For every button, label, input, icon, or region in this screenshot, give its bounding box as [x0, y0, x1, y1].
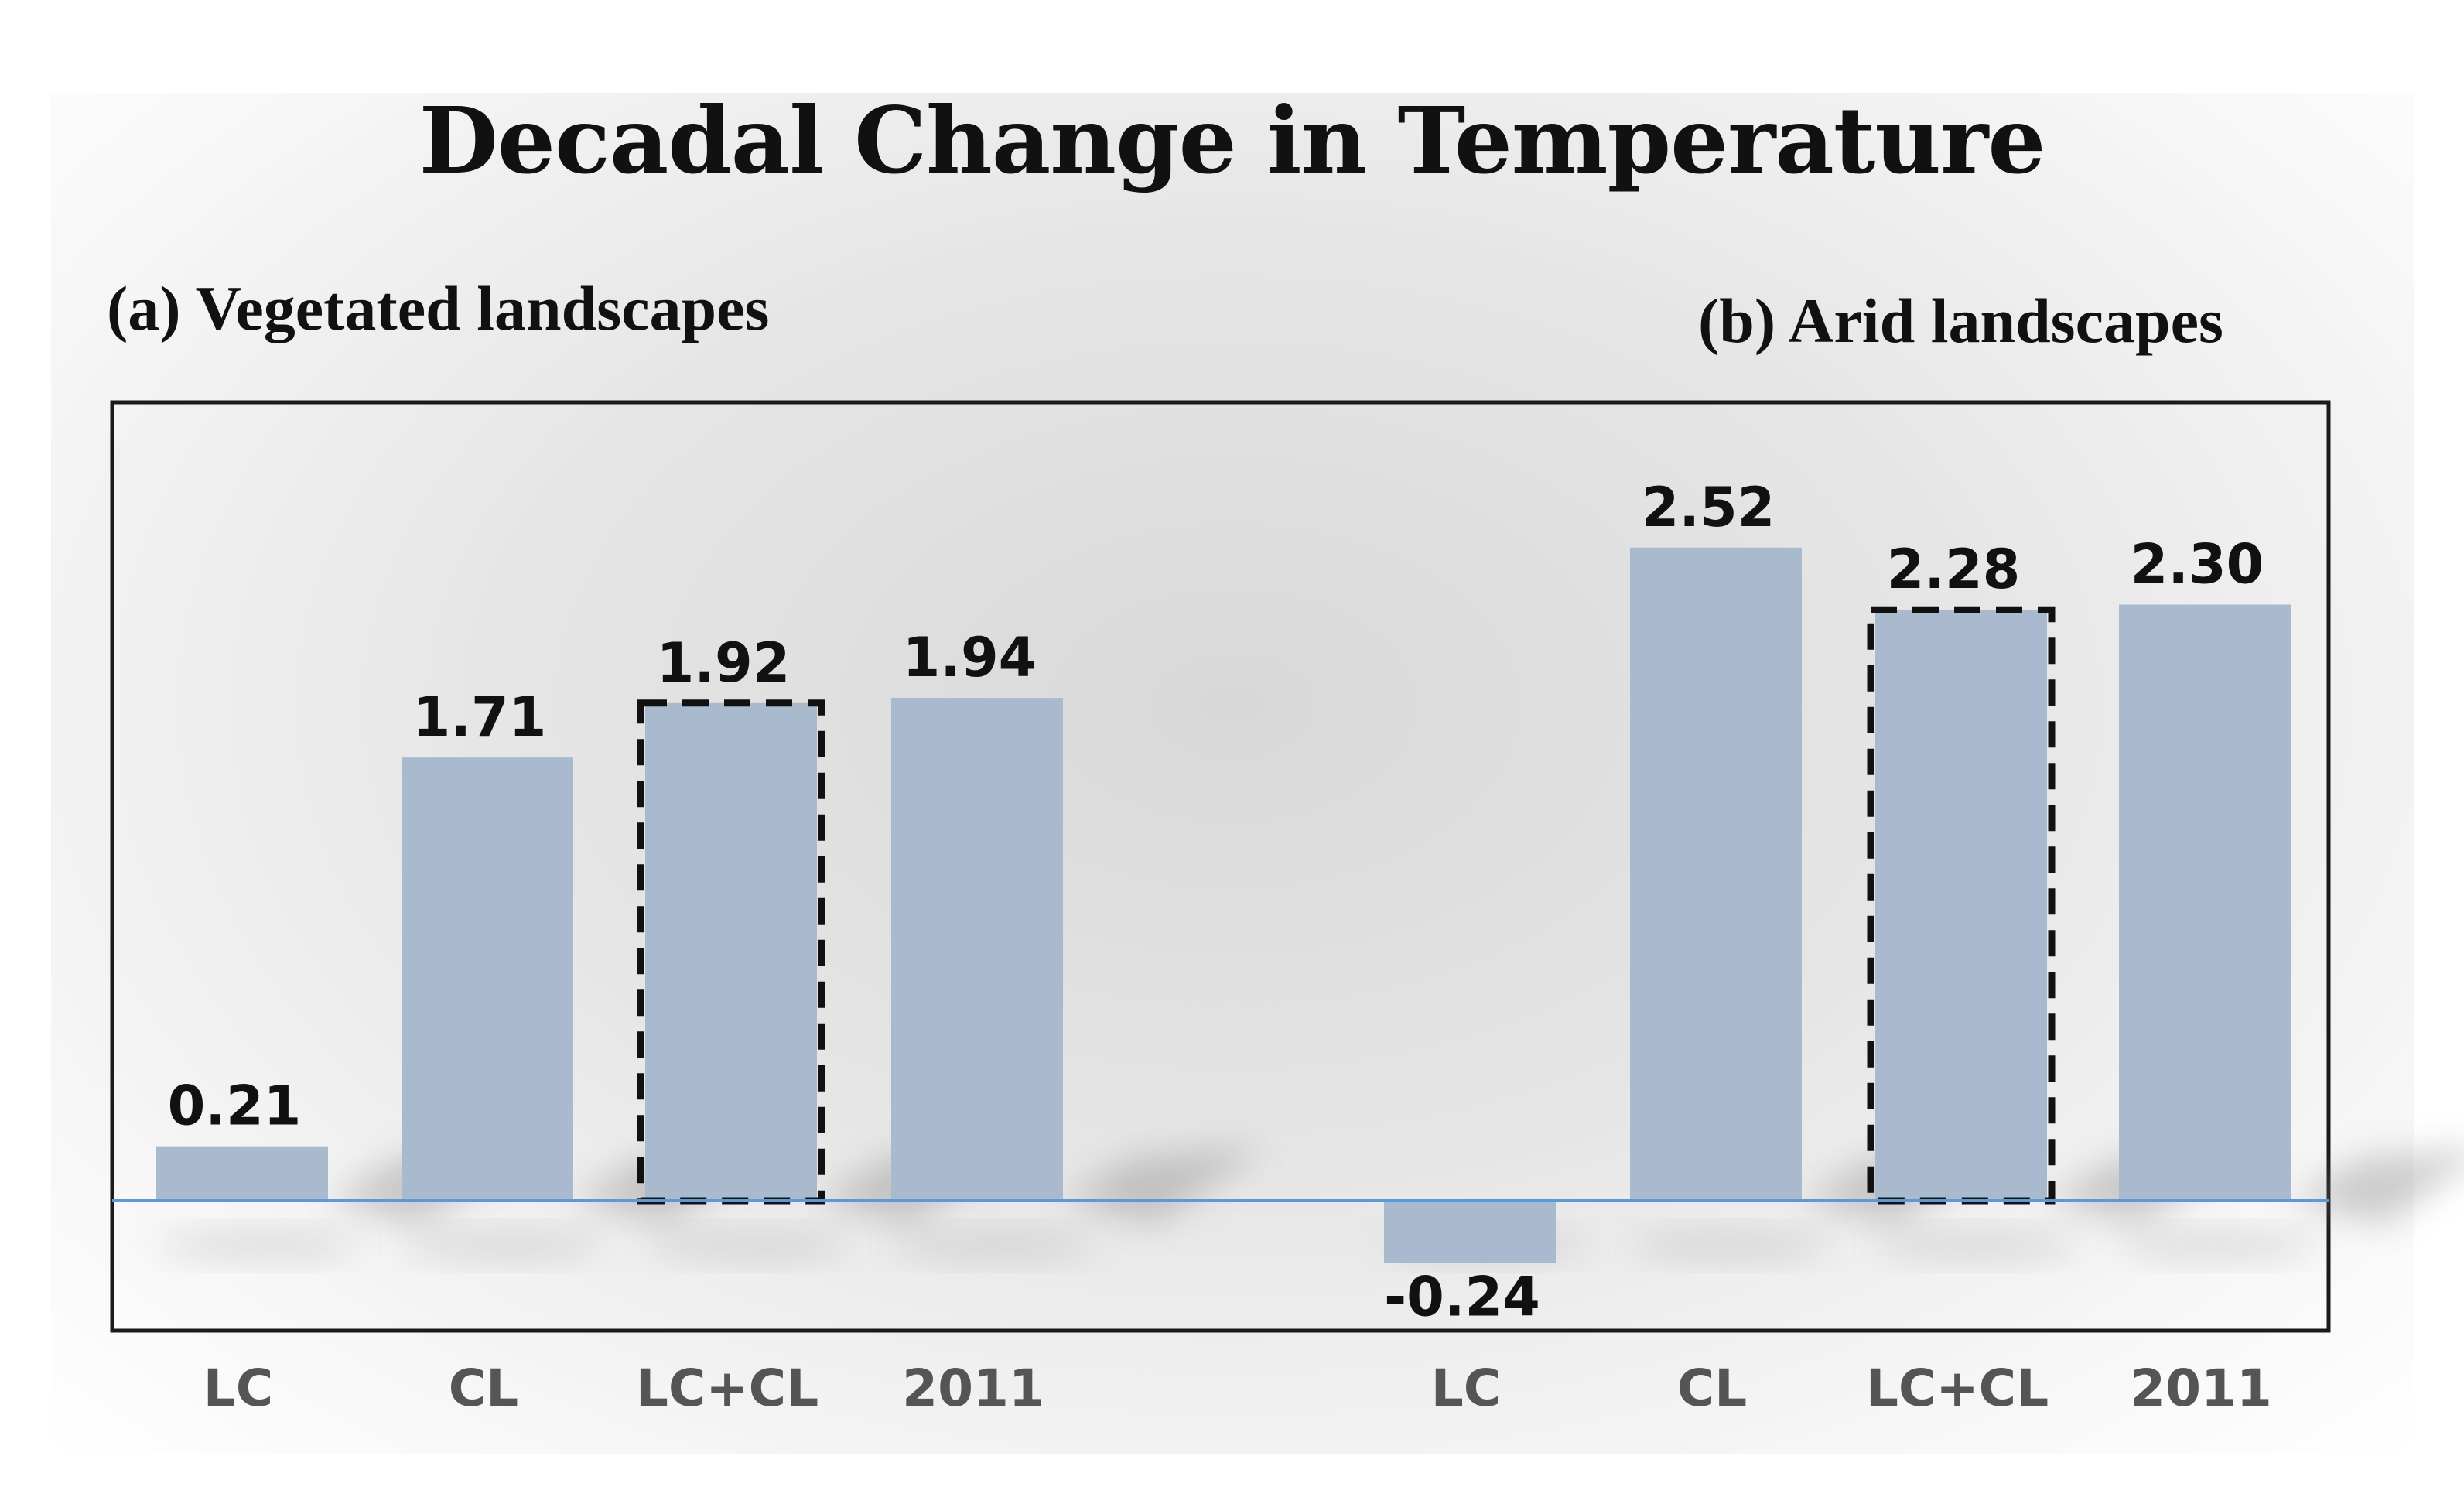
- panel-a-cl-bar: [402, 757, 573, 1201]
- panel-a-2011-bar-shadow: [1063, 1147, 1264, 1224]
- panel-b-lc-plus-cl-category-label: LC+CL: [1866, 1359, 2049, 1418]
- panel-b-lc-plus-cl-bar: [1875, 610, 2047, 1201]
- panel-b-lc-category-label: LC: [1431, 1359, 1502, 1418]
- panel-b-2011-bar: [2119, 604, 2291, 1201]
- panel-a-lc-plus-cl-bar: [645, 702, 817, 1201]
- panel-a-cl-category-label: CL: [449, 1359, 519, 1418]
- panel-b-cl-category-label: CL: [1677, 1359, 1748, 1418]
- panel-b-cl-bar: [1630, 547, 1802, 1201]
- panel-a-lc-plus-cl-floor-shadow: [646, 1232, 847, 1259]
- panel-a-lc-plus-cl-category-label: LC+CL: [636, 1359, 818, 1418]
- panel-b-cl-floor-shadow: [1631, 1232, 1832, 1259]
- panel-a-lc-floor-shadow: [157, 1232, 358, 1259]
- panel-b-2011-bar-shadow: [2291, 1149, 2464, 1224]
- panel-a-lc-bar: [156, 1146, 328, 1201]
- panel-b-title: (b) Arid landscapes: [1698, 285, 2223, 356]
- panel-b-lc-plus-cl-value-label: 2.28: [1887, 538, 2021, 601]
- panel-a-2011-bar: [891, 698, 1063, 1201]
- panel-b-cl-value-label: 2.52: [1642, 476, 1775, 539]
- panel-b-2011-value-label: 2.30: [2131, 533, 2264, 596]
- panel-b-2011-category-label: 2011: [2130, 1359, 2272, 1418]
- panel-b-lc-value-label: -0.24: [1384, 1265, 1540, 1328]
- panel-b-lc-bar: [1384, 1201, 1556, 1263]
- panel-a-lc-value-label: 0.21: [168, 1075, 302, 1138]
- panel-a-2011-value-label: 1.94: [903, 626, 1037, 689]
- panel-a-title: (a) Vegetated landscapes: [107, 273, 770, 343]
- chart-title: Decadal Change in Temperature: [419, 87, 2046, 194]
- panel-b-lc-plus-cl-highlight-box: [1867, 606, 2056, 1205]
- panel-b-2011-floor-shadow: [2120, 1232, 2321, 1259]
- panel-a-cl-value-label: 1.71: [413, 685, 547, 749]
- plot-frame: [110, 400, 2331, 1333]
- panel-a-2011-floor-shadow: [892, 1232, 1093, 1259]
- panel-a-cl-floor-shadow: [402, 1232, 603, 1259]
- panel-a-lc-category-label: LC: [203, 1359, 274, 1418]
- panel-b-lc-plus-cl-floor-shadow: [1876, 1232, 2077, 1259]
- panel-a-lc-plus-cl-value-label: 1.92: [657, 631, 791, 695]
- panel-a-2011-category-label: 2011: [902, 1359, 1044, 1418]
